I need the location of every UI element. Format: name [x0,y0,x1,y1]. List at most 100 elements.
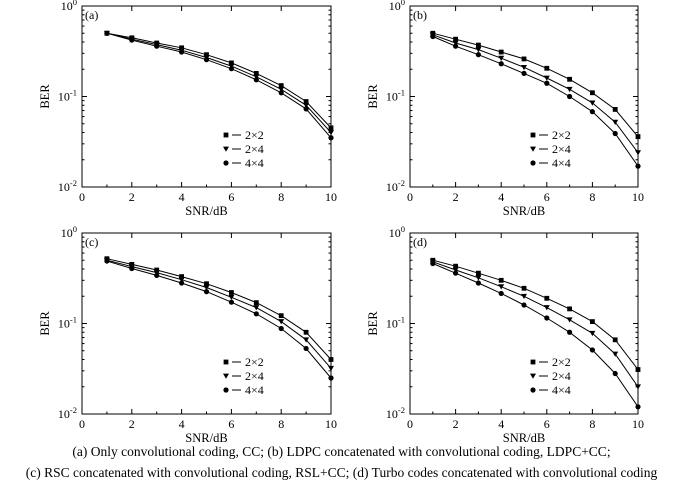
x-tick-label: 2 [129,417,135,431]
legend-label: 2×4 [245,142,264,156]
data-point [278,90,284,96]
data-point [253,70,259,76]
data-point [430,33,436,40]
legend-label: 2×4 [552,142,571,156]
data-point [229,60,234,66]
series-line [106,258,332,360]
plot-frame [409,5,639,188]
y-tick-label: 100 [61,0,77,13]
data-point [452,40,459,46]
x-axis-label: SNR/dB [185,431,227,445]
legend-marker [223,132,229,138]
panel-label: (a) [85,8,98,22]
y-axis-label: BER [38,84,52,109]
data-point [544,295,550,301]
data-point [253,305,260,311]
data-point [203,285,210,291]
data-point [303,106,309,112]
series-line [432,32,639,138]
y-tick-label: 10-1 [386,315,405,331]
data-point [178,277,185,283]
plot-frame [81,5,332,188]
data-point [453,36,458,42]
x-tick-label: 6 [544,190,550,204]
y-tick-label: 100 [389,0,405,13]
data-point [452,267,459,273]
data-point [567,306,572,312]
x-tick-label: 4 [498,417,504,431]
data-point [544,65,550,71]
data-point [104,30,110,36]
data-point [253,300,259,306]
legend-label: 2×2 [552,355,571,369]
data-point [253,311,259,317]
data-point [498,277,504,283]
data-point [612,119,619,126]
data-point [635,163,641,169]
legend-marker [530,387,536,393]
y-tick-label: 10-1 [58,315,77,331]
data-point [612,107,618,112]
y-tick-label: 10-2 [58,178,77,194]
legend-marker [530,160,536,166]
data-point [475,52,481,58]
data-point [590,319,595,324]
y-axis-label: BER [366,311,380,336]
series-line [432,263,639,408]
series-line [106,32,332,133]
panel-label: (c) [85,235,98,249]
legend-label: 4×4 [245,383,264,397]
x-tick-label: 8 [278,190,284,204]
series-line [106,259,332,369]
data-point [154,267,160,273]
x-tick-label: 6 [544,417,550,431]
y-tick-label: 10-2 [386,178,405,194]
x-tick-label: 6 [228,190,234,204]
data-point [590,90,595,96]
data-point [453,270,459,276]
data-point [635,367,641,372]
x-tick-label: 8 [589,417,595,431]
data-point [303,329,309,335]
data-point [543,305,550,311]
x-tick-label: 10 [325,190,337,204]
data-point [498,49,504,55]
data-point [521,302,527,308]
data-point [453,43,459,49]
x-tick-label: 0 [79,190,85,204]
legend-label: 2×2 [245,128,264,142]
data-point [328,125,334,131]
data-point [521,285,527,291]
data-point [303,99,309,104]
data-point [589,347,596,353]
data-point [278,325,284,332]
data-point [303,337,310,343]
legend-marker [223,160,229,166]
legend-marker [530,359,536,365]
data-point [278,86,285,93]
data-point [498,55,505,61]
legend-label: 2×4 [552,369,571,383]
data-point [612,337,618,343]
legend-marker [223,359,229,365]
data-point [328,365,334,372]
y-axis-label: BER [366,84,380,109]
legend-marker [223,146,229,152]
legend-marker [530,132,536,138]
series-line [106,32,332,129]
data-point [328,130,334,136]
y-tick-label: 100 [389,224,405,240]
data-point [129,265,135,272]
data-point [543,75,550,81]
legend-label: 4×4 [552,156,571,170]
data-point [204,52,209,58]
y-tick-label: 10-2 [386,405,405,421]
series-line [432,261,639,388]
x-tick-label: 10 [632,190,644,204]
series-line [432,34,639,153]
figure-caption-line-2: (c) RSC concatenated with convolutional … [25,465,658,480]
data-point [635,384,641,390]
data-point [635,134,641,140]
chart-panel: 0 2 4 6 8 10 10-2 10-1 100 SNR/dB BER (b) 2×22×44×4 [366,0,644,218]
data-point [179,49,185,55]
